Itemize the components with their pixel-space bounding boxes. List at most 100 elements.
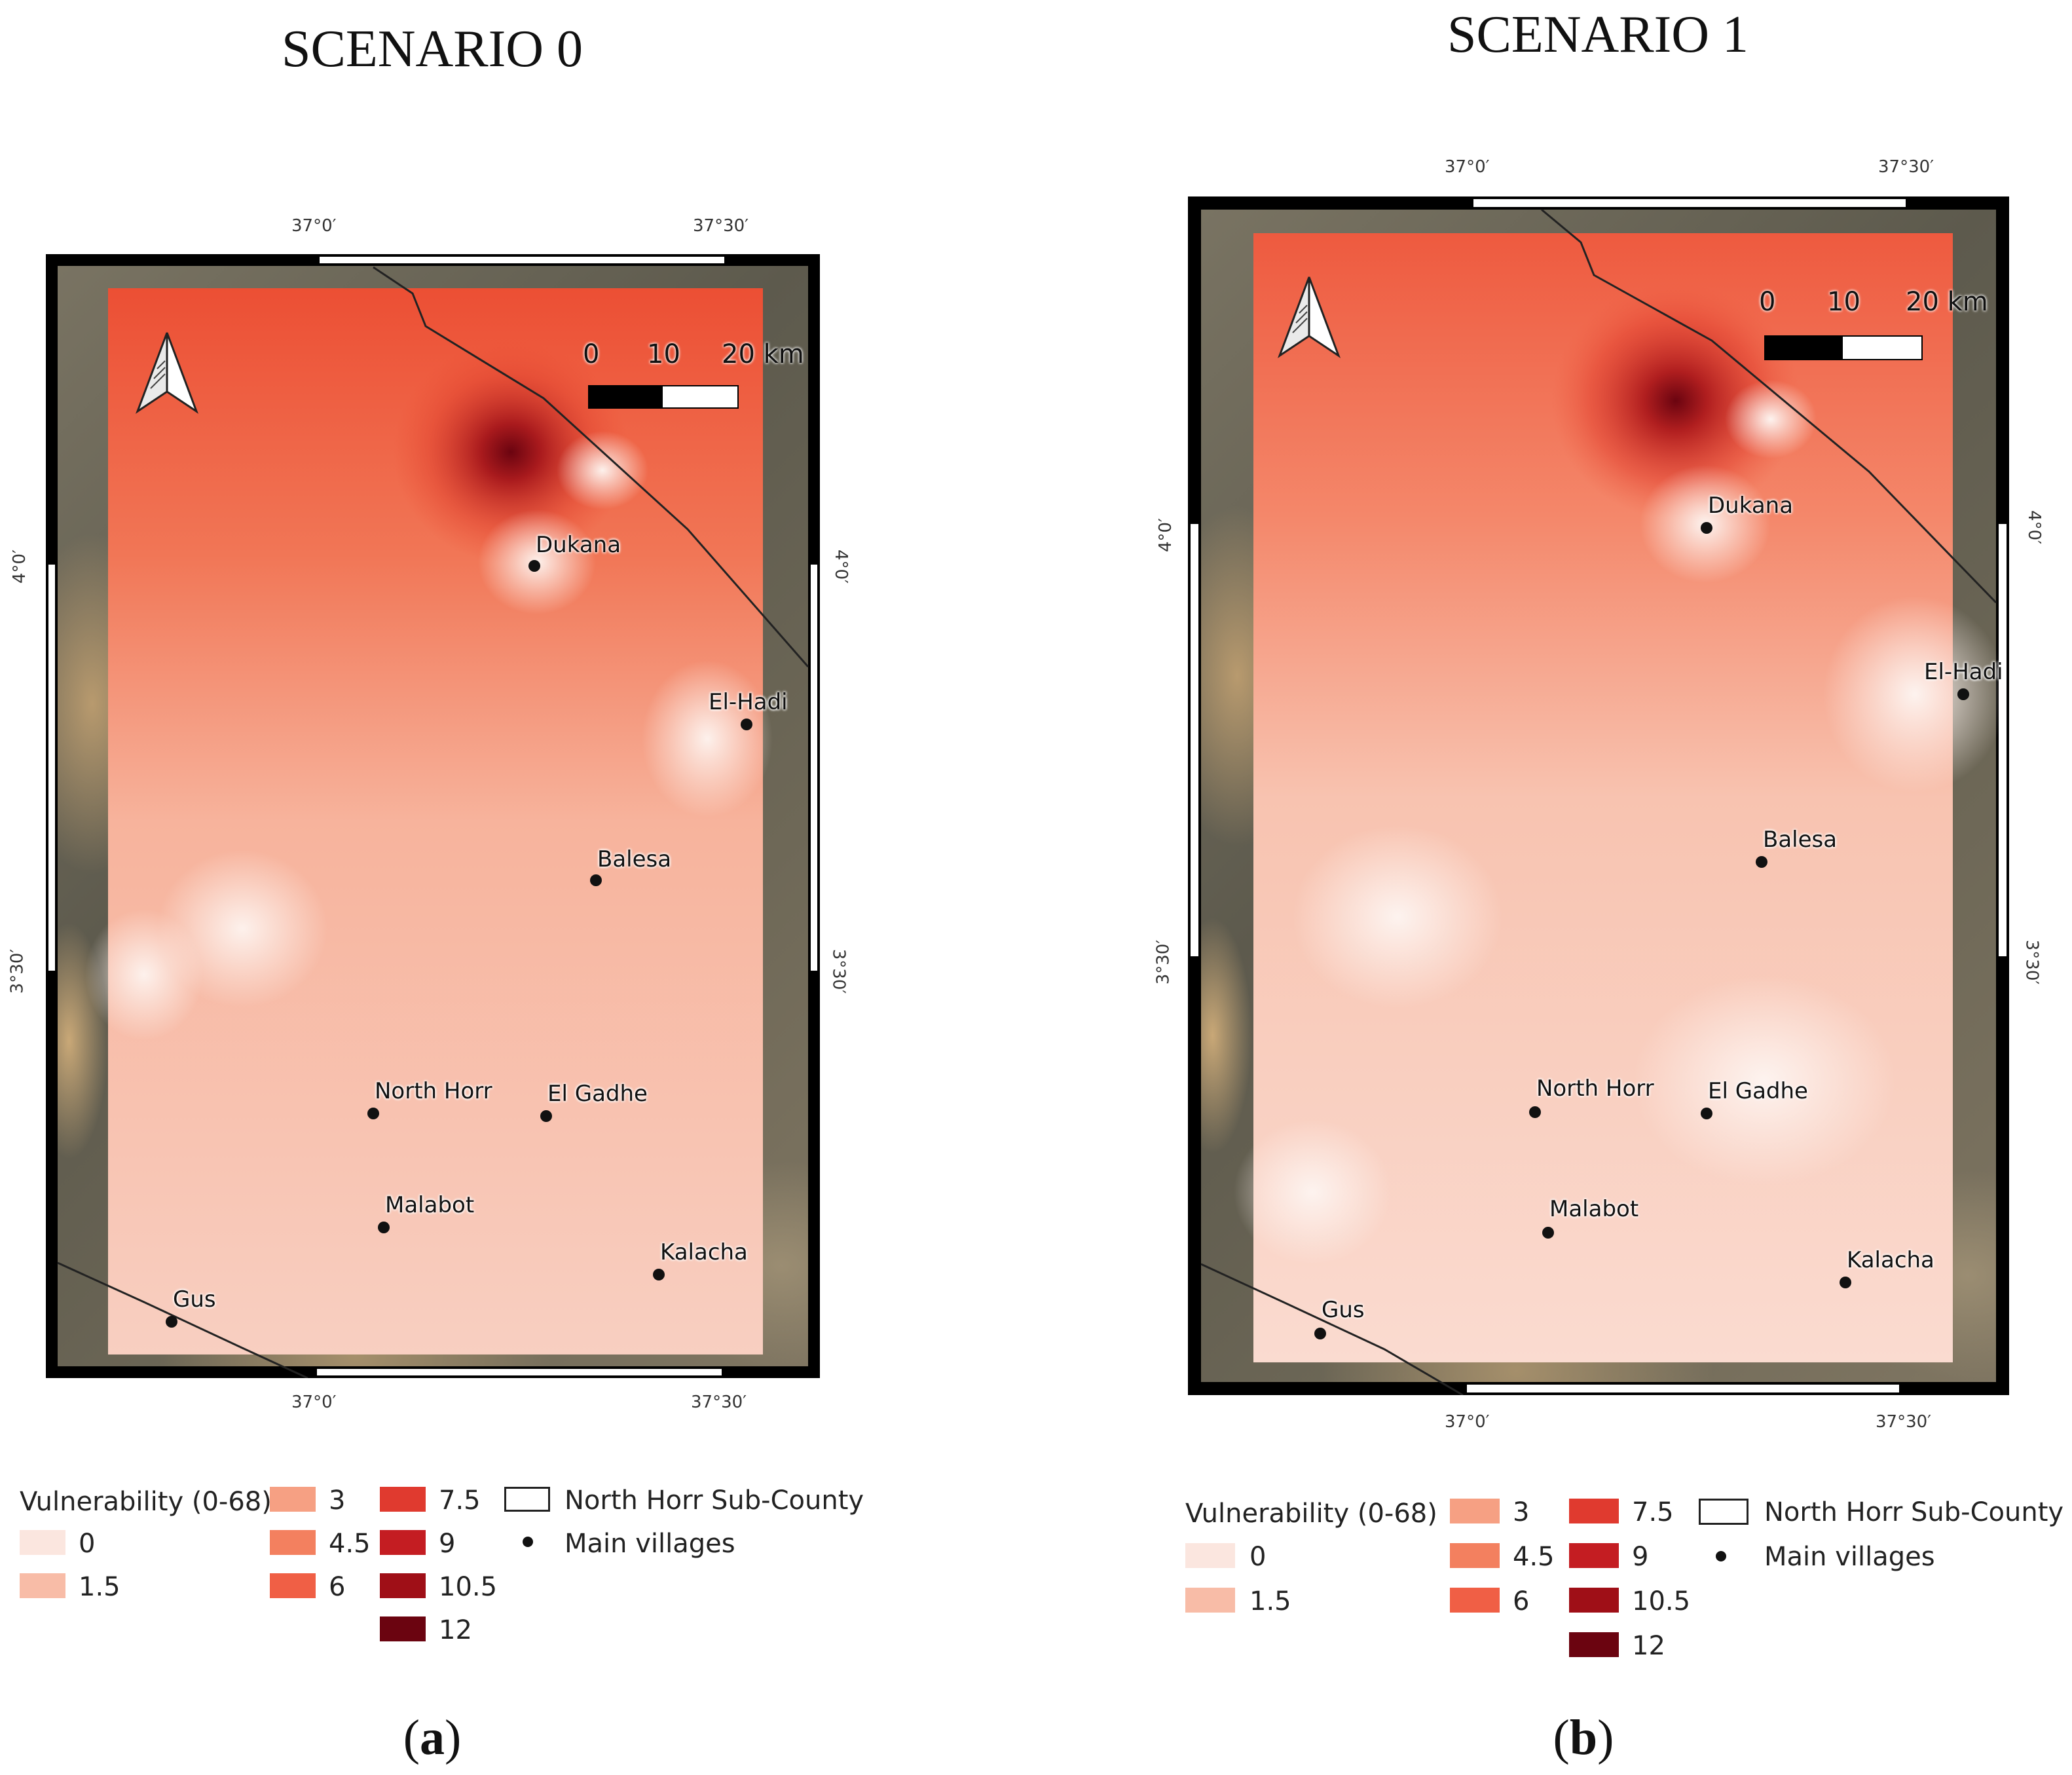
legend-label-1: 1.5 <box>79 1572 120 1602</box>
boundary-line-south <box>57 1261 308 1378</box>
village-label: Balesa <box>1763 827 1838 853</box>
map-ruler-right <box>1996 196 2009 1395</box>
village-label: Balesa <box>597 846 672 872</box>
village-label: Kalacha <box>660 1239 748 1265</box>
legend: Vulnerability (0-68) 0 1.5 3 4.5 6 7.5 9… <box>20 1474 936 1657</box>
panel-scenario-1: SCENARIO 1 37°0′ 37°30′ 37°0′ 37°30′ 4°0… <box>1036 0 2072 1775</box>
legend-label-4: 6 <box>1513 1586 1530 1616</box>
legend-title: Vulnerability (0-68) <box>20 1487 272 1517</box>
vulnerability-surface <box>1200 208 2007 1395</box>
scenario-title: SCENARIO 1 <box>1447 6 1749 64</box>
legend: Vulnerability (0-68) 0 1.5 3 4.5 6 7.5 9… <box>1185 1485 2069 1682</box>
coord-right-lat-top: 4°0′ <box>831 550 851 584</box>
legend-label-2: 3 <box>329 1485 346 1516</box>
legend-swatch-7 <box>1569 1588 1619 1613</box>
legend-swatch-6 <box>1569 1543 1619 1568</box>
legend-swatch-8 <box>1569 1632 1619 1657</box>
village-marker <box>741 719 752 730</box>
legend-label-8: 12 <box>439 1615 472 1645</box>
legend-label-1: 1.5 <box>1249 1586 1291 1616</box>
village-marker <box>653 1269 665 1280</box>
legend-swatch-5 <box>380 1487 426 1512</box>
coord-bottom-lon-right: 37°30′ <box>1876 1412 1932 1432</box>
coord-bottom-lon-left: 37°0′ <box>291 1392 337 1412</box>
village-marker <box>1529 1106 1541 1118</box>
legend-boundary-swatch <box>504 1487 550 1512</box>
coord-bottom-lon-right: 37°30′ <box>691 1392 747 1412</box>
legend-boundary-label: North Horr Sub-County <box>564 1485 864 1516</box>
scale-label-zero: 0 <box>1759 287 1776 317</box>
map-ruler-left <box>1188 196 1201 1395</box>
boundary-line-south <box>1200 1263 1464 1395</box>
north-arrow-icon <box>1277 276 1341 358</box>
village-marker <box>1957 688 1969 700</box>
village-label: Gus <box>173 1286 216 1313</box>
scale-label-zero: 0 <box>583 339 600 369</box>
legend-title: Vulnerability (0-68) <box>1185 1499 1437 1529</box>
coord-top-lon-left: 37°0′ <box>291 216 337 236</box>
panel-scenario-0: SCENARIO 0 37°0′ 37°30′ 37°0′ 37°30′ 4°0… <box>7 20 936 1765</box>
village-label: Dukana <box>536 532 621 558</box>
north-arrow-icon <box>135 332 199 414</box>
legend-label-6: 9 <box>1632 1542 1649 1572</box>
village-marker <box>1840 1277 1851 1288</box>
coord-left-lat-bottom: 3°30′ <box>7 948 28 994</box>
legend-label-0: 0 <box>1249 1542 1267 1572</box>
map-ruler-top <box>1188 196 2009 210</box>
village-marker <box>1542 1227 1554 1239</box>
legend-label-8: 12 <box>1632 1631 1665 1661</box>
coord-left-lat-bottom: 3°30′ <box>1153 939 1174 985</box>
coord-right-lat-bottom: 3°30′ <box>2022 939 2042 985</box>
coord-bottom-lon-left: 37°0′ <box>1445 1412 1490 1432</box>
coord-top-lon-left: 37°0′ <box>1445 157 1490 177</box>
legend-swatch-3 <box>1450 1543 1500 1568</box>
map-ruler-right <box>808 254 820 1378</box>
village-marker <box>378 1222 390 1233</box>
coord-left-lat-top: 4°0′ <box>10 550 29 584</box>
panel-caption: (a) <box>403 1710 462 1765</box>
legend-swatch-4 <box>1450 1588 1500 1613</box>
village-label: Malabot <box>385 1192 475 1218</box>
village-label: Kalacha <box>1847 1247 1934 1273</box>
legend-swatch-0 <box>20 1530 65 1555</box>
vulnerability-surface <box>57 266 809 1378</box>
scale-label-end: 20 km <box>722 339 804 369</box>
village-label: El-Hadi <box>1924 659 2003 685</box>
map-frame: 0 10 20 km Dukana El-Hadi Balesa North H… <box>1188 196 2009 1395</box>
legend-swatch-7 <box>380 1573 426 1598</box>
legend-label-3: 4.5 <box>329 1529 371 1559</box>
legend-label-4: 6 <box>329 1572 346 1602</box>
legend-swatch-0 <box>1185 1543 1235 1568</box>
panel-caption: (b) <box>1553 1710 1614 1765</box>
boundary-line-north <box>1541 208 1997 604</box>
legend-swatch-8 <box>380 1616 426 1641</box>
coord-right-lat-bottom: 3°30′ <box>828 948 849 994</box>
boundary-line-north <box>373 266 809 667</box>
village-marker <box>590 874 602 886</box>
legend-label-5: 7.5 <box>439 1485 481 1516</box>
legend-swatch-2 <box>1450 1499 1500 1523</box>
coord-top-lon-right: 37°30′ <box>693 216 749 236</box>
coord-left-lat-top: 4°0′ <box>1156 518 1175 552</box>
legend-village-dot <box>523 1537 533 1547</box>
village-marker <box>1701 522 1712 534</box>
village-marker <box>1314 1328 1326 1339</box>
legend-boundary-label: North Horr Sub-County <box>1764 1497 2064 1527</box>
scale-label-end: 20 km <box>1906 287 1988 317</box>
village-marker <box>1756 856 1767 868</box>
village-marker <box>367 1108 379 1119</box>
village-marker <box>166 1316 177 1328</box>
legend-village-label: Main villages <box>1764 1542 1935 1572</box>
legend-swatch-4 <box>270 1573 316 1598</box>
legend-boundary-swatch <box>1699 1499 1748 1525</box>
map-ruler-top <box>46 254 820 266</box>
legend-label-0: 0 <box>79 1529 96 1559</box>
legend-swatch-1 <box>1185 1588 1235 1613</box>
village-label: El Gadhe <box>1708 1078 1808 1104</box>
map-frame: 0 10 20 km Dukana El-Hadi Balesa North H… <box>46 254 820 1378</box>
village-label: North Horr <box>1536 1075 1654 1102</box>
legend-village-label: Main villages <box>564 1529 735 1559</box>
village-label: Gus <box>1322 1297 1365 1323</box>
village-marker <box>1701 1108 1712 1119</box>
scale-label-mid: 10 <box>647 339 680 369</box>
